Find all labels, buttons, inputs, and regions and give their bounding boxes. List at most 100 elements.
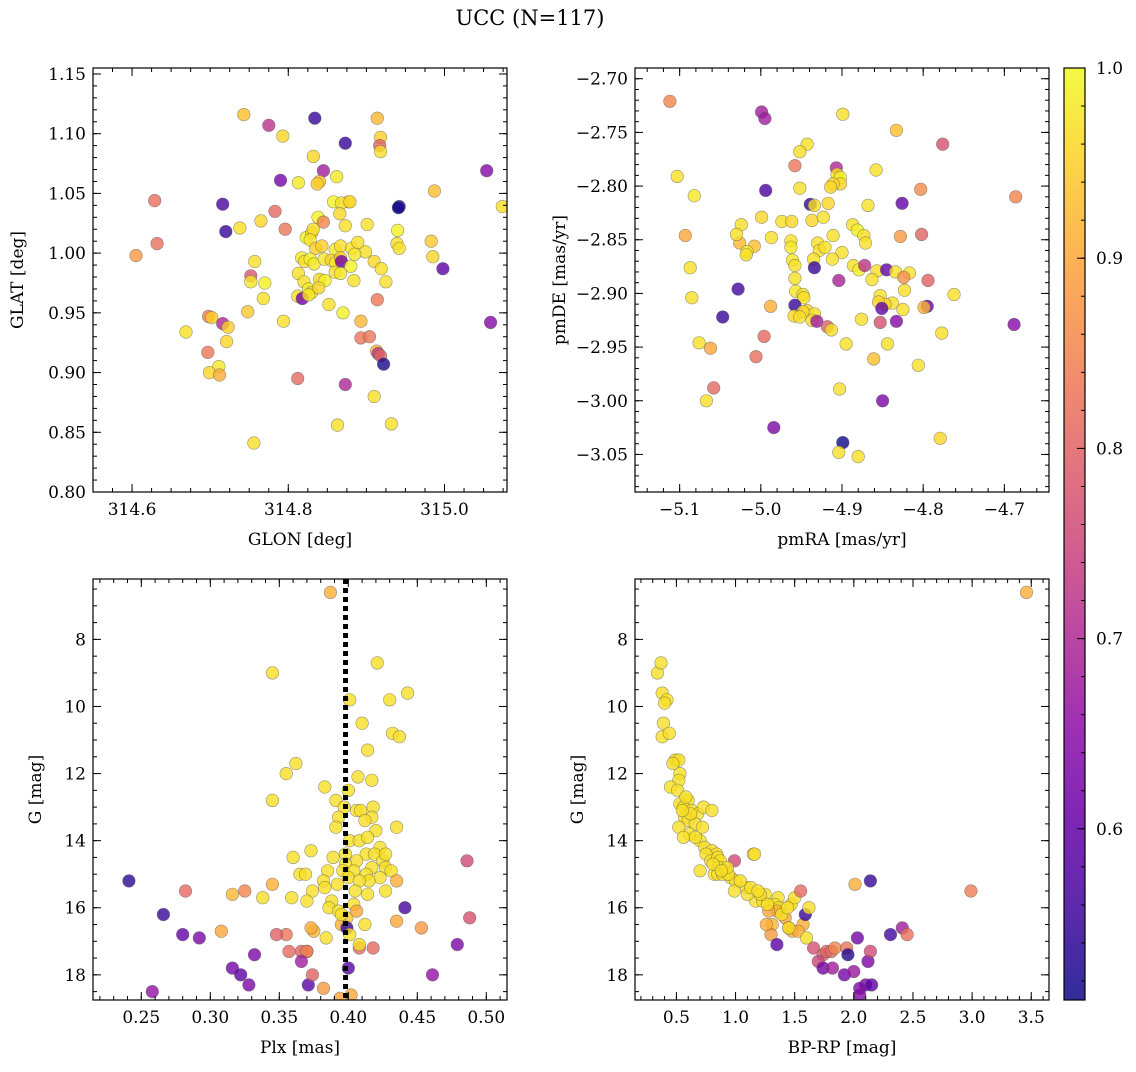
data-point — [816, 210, 830, 224]
data-point — [848, 877, 862, 891]
data-point — [797, 291, 811, 305]
data-point — [273, 173, 288, 187]
y-tick-label: 10 — [64, 697, 86, 717]
data-point — [895, 196, 909, 210]
data-point — [148, 194, 162, 208]
y-tick-label: 1.05 — [48, 184, 86, 204]
x-tick-label: 314.6 — [108, 500, 157, 520]
data-point — [244, 275, 258, 289]
data-point — [793, 310, 807, 324]
data-point — [318, 880, 332, 895]
data-point — [806, 941, 821, 955]
data-point — [242, 978, 256, 992]
data-point — [780, 901, 795, 915]
data-point — [338, 219, 352, 233]
data-point — [854, 312, 869, 326]
data-point — [247, 436, 261, 450]
data-point — [398, 901, 412, 915]
x-tick-label: 0.25 — [122, 1008, 160, 1028]
data-point — [767, 421, 781, 435]
data-point — [237, 107, 251, 122]
x-tick-label: −5.1 — [659, 500, 700, 520]
data-point — [278, 222, 292, 236]
data-point — [914, 182, 928, 196]
data-point — [305, 884, 320, 898]
data-point — [824, 323, 839, 337]
data-point — [241, 305, 255, 319]
panel-pm: −5.1 −5.0 −4.9 −4.8 −4.7 −3.05 −3.00 −2.95 −2.90… — [550, 67, 1050, 550]
y-axis-label: pmDE [mas/yr] — [550, 215, 570, 345]
y-tick-label: 1.15 — [48, 65, 86, 85]
data-point — [911, 358, 925, 372]
data-point — [362, 330, 377, 344]
y-tick-label: 10 — [606, 697, 628, 717]
data-point — [233, 221, 247, 235]
data-point — [933, 431, 947, 445]
x-axis-label: GLON [deg] — [248, 530, 352, 550]
data-point — [425, 968, 440, 982]
y-tick-label: 1.00 — [48, 244, 86, 264]
y-tick-label: −2.75 — [576, 123, 628, 143]
data-point — [675, 803, 689, 818]
data-point — [867, 352, 881, 366]
data-point — [391, 223, 405, 237]
data-point — [657, 696, 672, 710]
data-point — [897, 283, 912, 297]
data-point — [390, 914, 404, 928]
data-point — [214, 924, 228, 938]
data-point — [205, 311, 219, 325]
data-point — [936, 137, 950, 151]
data-point — [424, 234, 438, 248]
colorbar-tick-label: 0.9 — [1096, 249, 1123, 269]
data-point — [807, 261, 822, 275]
data-point — [450, 937, 464, 952]
y-tick-label: −2.90 — [576, 284, 628, 304]
x-tick-label: 0.5 — [663, 1008, 690, 1028]
y-tick-label: 8 — [75, 630, 86, 650]
data-point — [248, 254, 262, 269]
data-point — [319, 931, 333, 945]
data-point — [770, 937, 784, 952]
data-point — [873, 315, 887, 330]
data-point — [291, 176, 306, 190]
x-tick-label: 0.30 — [191, 1008, 229, 1028]
data-point — [383, 693, 397, 707]
data-point — [330, 418, 345, 432]
data-point — [277, 314, 291, 328]
data-point — [258, 276, 272, 290]
data-point — [656, 716, 671, 730]
x-tick-label: 0.45 — [398, 1008, 436, 1028]
data-point — [377, 357, 391, 371]
y-axis-label: GLAT [deg] — [8, 231, 28, 329]
data-point — [914, 227, 929, 241]
data-point — [300, 894, 314, 908]
data-point — [374, 262, 388, 276]
data-point — [256, 291, 270, 306]
y-tick-label: −2.80 — [576, 177, 628, 197]
data-point — [352, 937, 366, 952]
y-tick-label: 14 — [64, 832, 86, 852]
data-point — [298, 867, 313, 881]
data-point — [863, 874, 878, 888]
data-point — [818, 240, 832, 254]
data-point — [863, 944, 878, 959]
data-point — [316, 981, 331, 995]
data-point — [788, 258, 802, 273]
colorbar-tick-label: 0.7 — [1096, 630, 1123, 650]
data-point — [835, 246, 849, 260]
data-point — [347, 274, 361, 288]
data-point — [373, 145, 388, 159]
data-point — [334, 239, 348, 253]
data-point — [192, 931, 206, 945]
data-point — [889, 314, 904, 328]
data-point — [880, 337, 895, 351]
data-point — [426, 250, 440, 264]
data-point — [329, 820, 343, 834]
data-point — [391, 201, 406, 215]
data-point — [343, 195, 357, 209]
data-point — [964, 884, 978, 898]
data-point — [265, 793, 280, 808]
x-tick-label: 3.0 — [959, 1008, 986, 1028]
